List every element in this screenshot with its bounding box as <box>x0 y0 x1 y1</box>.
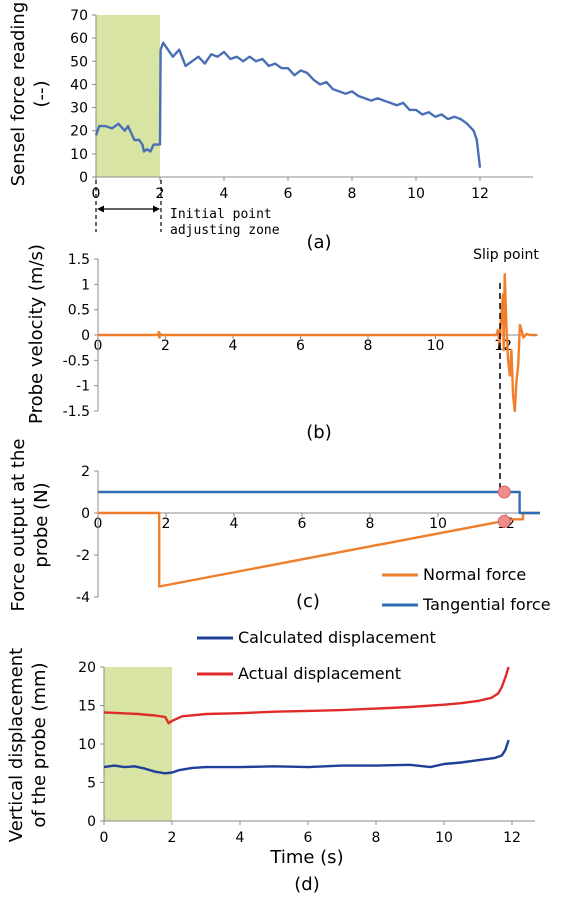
panel-d-y-tick-label-1: 5 <box>87 776 96 792</box>
panel-c-x-tick-label-4: 8 <box>366 516 375 532</box>
panel-d-x-tick-label-5: 10 <box>435 830 453 846</box>
panel-a-series-0-line <box>94 41 482 168</box>
panel-c-slip-marker-0 <box>497 485 511 499</box>
panel-a-zone-arrowhead-left <box>97 205 104 213</box>
panel-a-x-tick-label-6: 12 <box>471 186 489 202</box>
panel-d-y-ticks: 0 5 10 15 20 <box>78 660 104 830</box>
panel-a-y-tick-label-2: 20 <box>70 124 88 140</box>
panel-a-x-tick-label-3: 6 <box>284 186 293 202</box>
panel-b-y-tick-label-4: -0.5 <box>63 353 90 369</box>
panel-b-series-0-line <box>98 273 537 413</box>
panel-a-y-tick-label-4: 40 <box>70 77 88 93</box>
panel-d-label: (d) <box>294 874 319 895</box>
panel-c-y-tick-label-1: 0 <box>81 506 90 522</box>
panel-b-y-tick-label-5: -1 <box>76 379 90 395</box>
panel-c-y-axis-label-line-1: Force output at the <box>8 439 29 612</box>
panel-a-y-ticks: 0 10 20 30 40 50 60 70 <box>70 8 96 186</box>
legend-label-calculated-displacement: Calculated displacement <box>238 628 436 647</box>
panel-c-label: (c) <box>296 591 320 612</box>
panel-b-y-ticks: 1.5 1 0.5 0 -0.5 -1 -1.5 <box>63 252 98 420</box>
panel-d-x-tick-label-2: 4 <box>236 830 245 846</box>
panel-a-y-tick-label-7: 70 <box>70 8 88 24</box>
panel-b-y-tick-label-0: 1.5 <box>68 252 90 268</box>
panel-c-y-axis-label-line-2: probe (N) <box>31 482 52 567</box>
panel-a-annotation-line-2: adjusting zone <box>170 223 280 238</box>
panel-b-y-tick-label-2: 0.5 <box>68 303 90 319</box>
panel-b-label: (b) <box>306 422 331 443</box>
panel-c-y-tick-label-2: -2 <box>76 548 90 564</box>
panel-b-x-tick-label-4: 8 <box>364 338 373 354</box>
panel-a-y-tick-label-0: 0 <box>79 170 88 186</box>
panel-b-y-tick-label-1: 1 <box>81 277 90 293</box>
panel-a-y-axis-label-line-2: (--) <box>31 80 52 107</box>
panel-d-x-axis-label: Time (s) <box>269 847 343 868</box>
panel-a-annotation-line-1: Initial point <box>170 207 272 222</box>
panel-c-y-tick-label-0: 2 <box>81 464 90 480</box>
panel-d-y-tick-label-0: 0 <box>87 814 96 830</box>
panel-d-series-0-line <box>103 739 510 775</box>
panel-a-initial-zone-shading <box>96 15 160 177</box>
panel-a-y-tick-label-6: 60 <box>70 31 88 47</box>
panel-d-x-ticks: 0 2 4 6 8 10 12 <box>100 821 521 846</box>
panel-d-x-tick-label-0: 0 <box>100 830 109 846</box>
panel-b-slip-point-annotation: Slip point <box>473 247 539 263</box>
panel-b-chart: 1.510.50-0.5-1-1.5 0 2 4 6 8 10 12 Probe veloc… <box>26 244 539 443</box>
panel-c-y-tick-label-3: -4 <box>76 590 90 606</box>
panel-d-y-tick-label-4: 20 <box>78 660 96 676</box>
panel-b-x-tick-label-1: 2 <box>161 338 170 354</box>
panel-c-x-tick-label-3: 6 <box>298 516 307 532</box>
panel-c-slip-markers <box>497 485 511 528</box>
panel-a-zone-arrowhead-right <box>153 205 160 213</box>
panel-a-series <box>94 41 482 168</box>
panel-d-y-tick-label-2: 10 <box>78 737 96 753</box>
panel-c-series <box>98 490 540 588</box>
panel-c-x-tick-label-1: 2 <box>162 516 171 532</box>
panel-a-chart: 0 10 20 30 40 50 60 70 0 2 4 6 8 10 12 Sensel force r… <box>8 2 533 253</box>
panel-a-y-tick-label-1: 10 <box>70 147 88 163</box>
panel-d-y-tick-label-3: 15 <box>78 699 96 715</box>
panel-b-x-tick-label-5: 10 <box>427 338 445 354</box>
panel-d-chart: 0 5 10 15 20 0 2 4 6 8 10 12 Vertical displacement… <box>6 628 535 895</box>
panel-c-x-tick-label-5: 10 <box>429 516 447 532</box>
panel-d-x-tick-label-6: 12 <box>503 830 521 846</box>
panel-b-y-tick-label-3: 0 <box>81 328 90 344</box>
panel-d-x-tick-label-3: 6 <box>304 830 313 846</box>
panel-b-y-axis-label: Probe velocity (m/s) <box>26 244 47 424</box>
legend-label-actual-displacement: Actual displacement <box>238 664 401 683</box>
panel-b-series <box>98 273 537 413</box>
panel-b-y-tick-label-6: -1.5 <box>63 404 90 420</box>
panel-d-series <box>103 666 510 775</box>
panel-a-x-tick-label-5: 10 <box>407 186 425 202</box>
panel-d-x-tick-label-4: 8 <box>372 830 381 846</box>
panel-c-slip-marker-1 <box>497 514 511 528</box>
panel-d-y-axis-label-line-2: of the probe (mm) <box>29 662 50 827</box>
panel-a-label: (a) <box>306 232 331 253</box>
panel-d-legend: Calculated displacement Actual displacem… <box>197 628 436 683</box>
legend-label-normal-force: Normal force <box>423 565 526 584</box>
panel-a-y-axis-label-line-1: Sensel force reading <box>8 2 29 187</box>
panel-c-x-tick-label-2: 4 <box>230 516 239 532</box>
panel-b-x-tick-label-2: 4 <box>229 338 238 354</box>
panel-a-x-tick-label-4: 8 <box>348 186 357 202</box>
panel-d-series-1-line <box>103 666 510 725</box>
panel-a-x-tick-label-2: 4 <box>220 186 229 202</box>
panel-a-x-tick-label-1: 2 <box>156 186 165 202</box>
panel-b-x-tick-label-3: 6 <box>296 338 305 354</box>
panel-c-series-1-line <box>98 490 540 515</box>
panel-d-x-tick-label-1: 2 <box>168 830 177 846</box>
panel-a-y-tick-label-3: 30 <box>70 101 88 117</box>
panel-b-x-ticks: 0 2 4 6 8 10 12 <box>94 335 512 354</box>
panel-c-y-ticks: 2 0 -2 -4 <box>76 464 98 606</box>
legend-label-tangential-force: Tangential force <box>422 595 551 614</box>
panel-c-legend: Normal force Tangential force <box>382 565 551 614</box>
panel-a-y-tick-label-5: 50 <box>70 54 88 70</box>
panel-d-initial-zone-shading <box>104 667 172 821</box>
panel-d-y-axis-label-line-1: Vertical displacement <box>6 648 27 842</box>
